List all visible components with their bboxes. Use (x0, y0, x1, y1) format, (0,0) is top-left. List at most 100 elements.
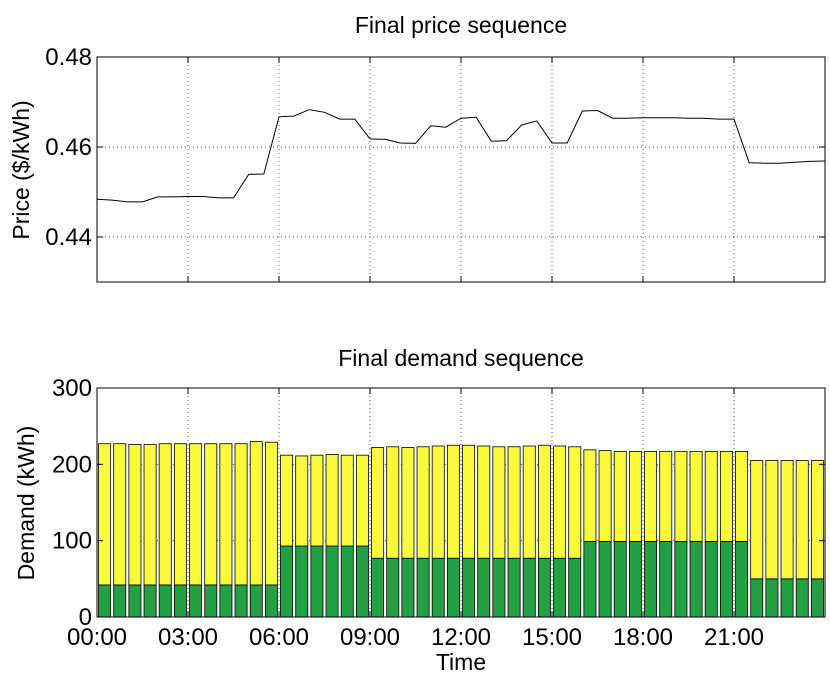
demand-bar-s1-29 (537, 444, 551, 559)
demand-chart: Final demand sequence Demand (kWh) Time … (13, 345, 826, 675)
demand-bar-s0-43 (750, 578, 764, 618)
demand-bar-s1-14 (310, 454, 324, 547)
demand-bar-s0-19 (386, 557, 400, 618)
demand-bar-s0-44 (765, 578, 779, 618)
demand-xtick-label-5: 15:00 (522, 624, 582, 651)
price-chart-title: Final price sequence (355, 12, 567, 38)
demand-bar-s1-25 (477, 445, 491, 559)
demand-bar-s0-26 (492, 557, 506, 618)
demand-xtick-label-3: 09:00 (340, 624, 400, 651)
demand-bar-s1-47 (810, 460, 824, 580)
price-grid (97, 57, 825, 282)
demand-bar-s1-13 (295, 455, 309, 547)
demand-bar-s0-36 (644, 541, 658, 618)
demand-bar-s0-33 (598, 541, 612, 618)
demand-bar-s1-43 (750, 460, 764, 580)
demand-bar-s0-9 (234, 584, 248, 618)
demand-bar-s0-12 (280, 545, 294, 618)
demand-bar-s0-30 (553, 557, 567, 618)
demand-bar-s0-38 (674, 541, 688, 618)
demand-bar-s0-4 (158, 584, 172, 618)
demand-bar-s0-15 (325, 545, 339, 618)
demand-bar-s0-42 (735, 541, 749, 618)
demand-bar-s1-3 (143, 444, 157, 586)
demand-bar-s1-44 (765, 460, 779, 580)
demand-bar-s1-6 (189, 443, 203, 586)
demand-bar-s0-28 (522, 557, 536, 618)
demand-bar-s0-40 (704, 541, 718, 618)
demand-bar-s0-21 (416, 557, 430, 618)
demand-bar-s0-6 (189, 584, 203, 618)
demand-ytick-label-1: 100 (52, 528, 92, 555)
demand-xtick-label-1: 03:00 (158, 624, 218, 651)
demand-bar-s0-31 (568, 557, 582, 618)
price-ytick-label-0: 0.44 (45, 224, 92, 251)
demand-bar-s1-0 (98, 443, 112, 586)
demand-bar-s1-22 (431, 445, 445, 559)
demand-bar-s1-36 (644, 450, 658, 542)
demand-bar-s1-18 (371, 447, 385, 559)
demand-ytick-label-2: 200 (52, 451, 92, 478)
demand-bar-s0-5 (173, 584, 187, 618)
demand-ticks: 0 100 200 300 00:00 03:00 06:00 09:00 12:00 15:00… (52, 375, 825, 651)
demand-bar-s1-30 (553, 445, 567, 559)
price-series-line-0 (96, 109, 826, 203)
demand-bar-s1-33 (598, 450, 612, 542)
demand-bar-s0-35 (628, 541, 642, 618)
demand-bar-s0-46 (795, 578, 809, 618)
demand-bar-s0-34 (613, 541, 627, 618)
demand-bar-s0-2 (128, 584, 142, 618)
demand-bar-s0-17 (355, 545, 369, 618)
demand-bar-s1-26 (492, 446, 506, 559)
demand-bar-s1-5 (173, 443, 187, 586)
demand-bar-s0-45 (780, 578, 794, 618)
demand-bar-s1-39 (689, 450, 703, 542)
demand-bars (98, 441, 824, 618)
demand-bar-s0-29 (537, 557, 551, 618)
demand-bar-s0-1 (113, 584, 127, 618)
demand-bar-s1-1 (113, 443, 127, 586)
demand-bar-s1-35 (628, 450, 642, 542)
price-line-group (96, 109, 826, 203)
demand-bar-s1-38 (674, 450, 688, 542)
demand-bar-s1-16 (340, 454, 354, 547)
demand-bar-s1-46 (795, 460, 809, 580)
demand-chart-title: Final demand sequence (338, 345, 584, 371)
demand-bar-s1-45 (780, 460, 794, 580)
demand-bar-s1-40 (704, 450, 718, 542)
demand-bar-s1-27 (507, 446, 521, 559)
demand-bar-s0-20 (401, 557, 415, 618)
demand-xtick-label-7: 21:00 (704, 624, 764, 651)
demand-bar-s0-32 (583, 541, 597, 618)
demand-bar-s1-4 (158, 443, 172, 586)
price-y-axis-label: Price ($/kWh) (8, 100, 34, 239)
demand-bar-s1-9 (234, 443, 248, 586)
demand-bar-s0-10 (249, 584, 263, 618)
demand-bar-s0-16 (340, 545, 354, 618)
demand-bar-s0-0 (98, 584, 112, 618)
demand-bar-s0-22 (431, 557, 445, 618)
price-ticks: 0.44 0.46 0.48 (45, 44, 825, 282)
demand-ytick-label-3: 300 (52, 375, 92, 402)
demand-bar-s0-18 (371, 557, 385, 618)
demand-bar-s1-24 (462, 444, 476, 559)
demand-bar-s0-25 (477, 557, 491, 618)
demand-xtick-label-0: 00:00 (67, 624, 127, 651)
demand-bar-s0-39 (689, 541, 703, 618)
demand-bar-s1-10 (249, 441, 263, 586)
demand-bar-s1-8 (219, 443, 233, 586)
demand-grid (97, 388, 825, 617)
demand-bar-s0-7 (204, 584, 218, 618)
price-ytick-label-2: 0.48 (45, 44, 92, 71)
demand-bar-s0-11 (264, 584, 278, 618)
demand-bar-s0-14 (310, 545, 324, 618)
demand-xtick-label-4: 12:00 (431, 624, 491, 651)
demand-bar-s1-23 (446, 444, 460, 559)
demand-bar-s1-17 (355, 454, 369, 547)
demand-bar-s1-28 (522, 445, 536, 559)
demand-bar-s1-37 (659, 450, 673, 542)
demand-bar-s1-11 (264, 441, 278, 586)
demand-bar-s1-20 (401, 447, 415, 559)
demand-x-axis-label: Time (436, 649, 486, 675)
